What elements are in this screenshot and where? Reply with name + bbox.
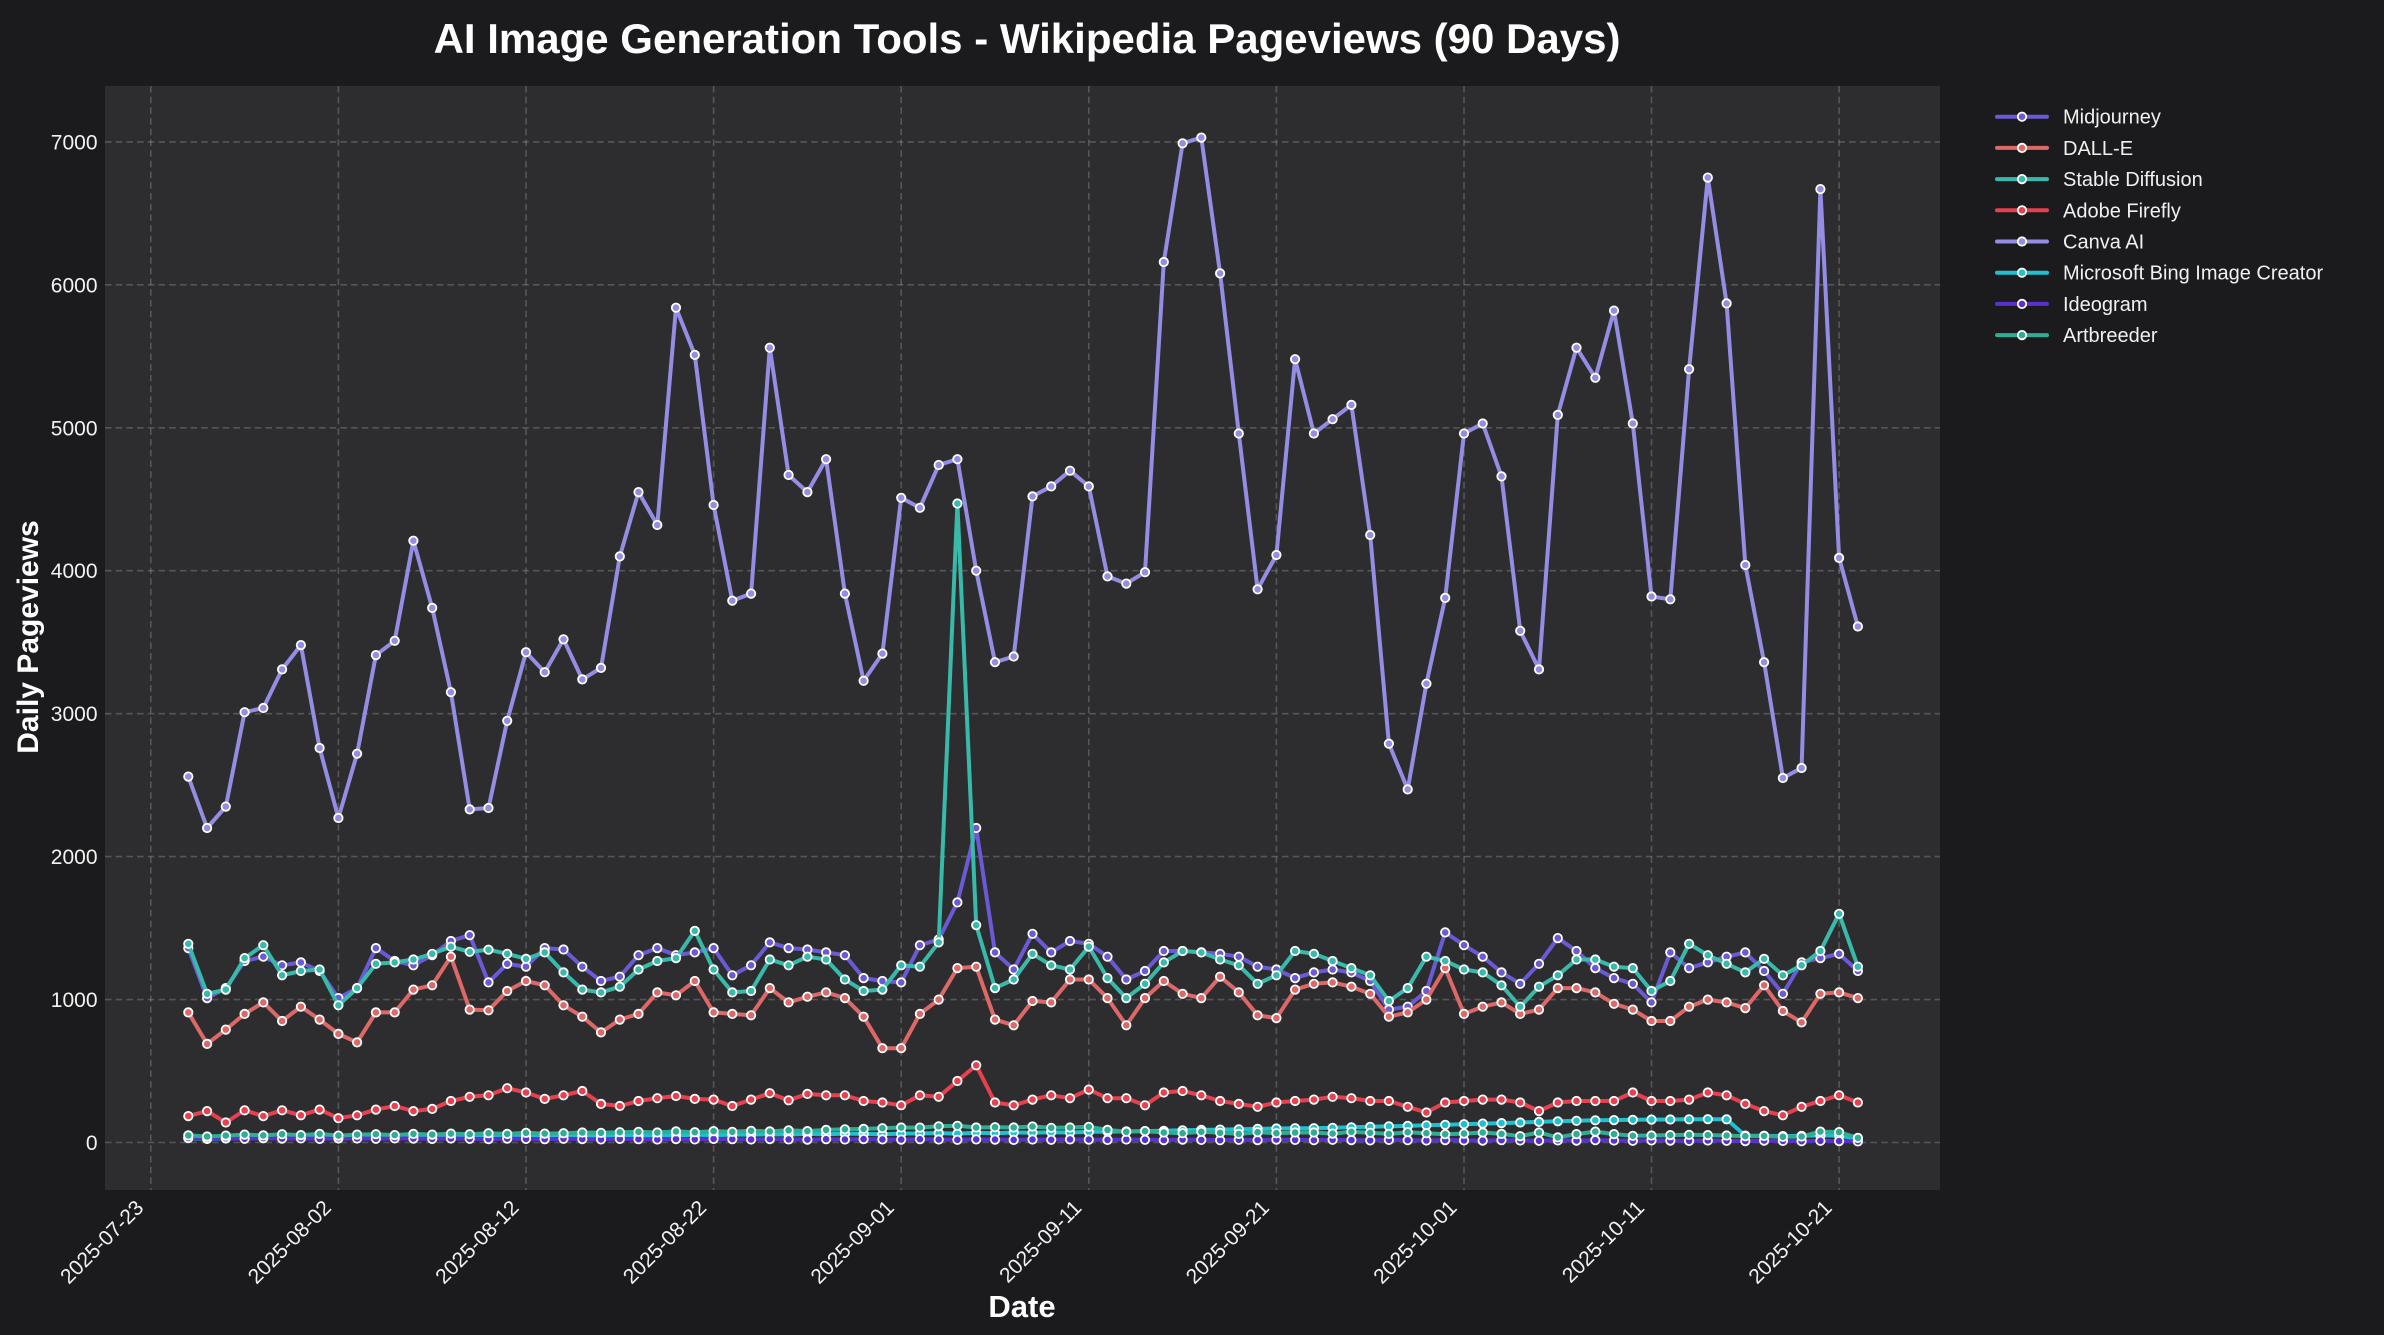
svg-text:Ideogram: Ideogram: [2063, 294, 2148, 316]
svg-text:6000: 6000: [51, 274, 98, 297]
svg-text:Canva AI: Canva AI: [2063, 232, 2144, 254]
svg-text:2000: 2000: [51, 846, 98, 869]
svg-text:0: 0: [86, 1132, 98, 1155]
svg-text:1000: 1000: [51, 989, 98, 1012]
svg-text:Date: Date: [988, 1289, 1055, 1324]
svg-text:3000: 3000: [51, 703, 98, 726]
svg-text:AI Image Generation Tools - Wi: AI Image Generation Tools - Wikipedia Pa…: [434, 15, 1621, 62]
svg-text:Adobe Firefly: Adobe Firefly: [2063, 200, 2181, 222]
svg-text:Artbreeder: Artbreeder: [2063, 325, 2158, 347]
svg-text:Microsoft Bing Image Creator: Microsoft Bing Image Creator: [2063, 263, 2323, 285]
svg-text:Daily Pageviews: Daily Pageviews: [12, 520, 45, 753]
svg-text:5000: 5000: [51, 417, 98, 440]
svg-text:Stable Diffusion: Stable Diffusion: [2063, 169, 2203, 191]
svg-text:Midjourney: Midjourney: [2063, 107, 2161, 129]
svg-text:7000: 7000: [51, 131, 98, 154]
svg-text:DALL-E: DALL-E: [2063, 138, 2133, 160]
svg-text:4000: 4000: [51, 560, 98, 583]
